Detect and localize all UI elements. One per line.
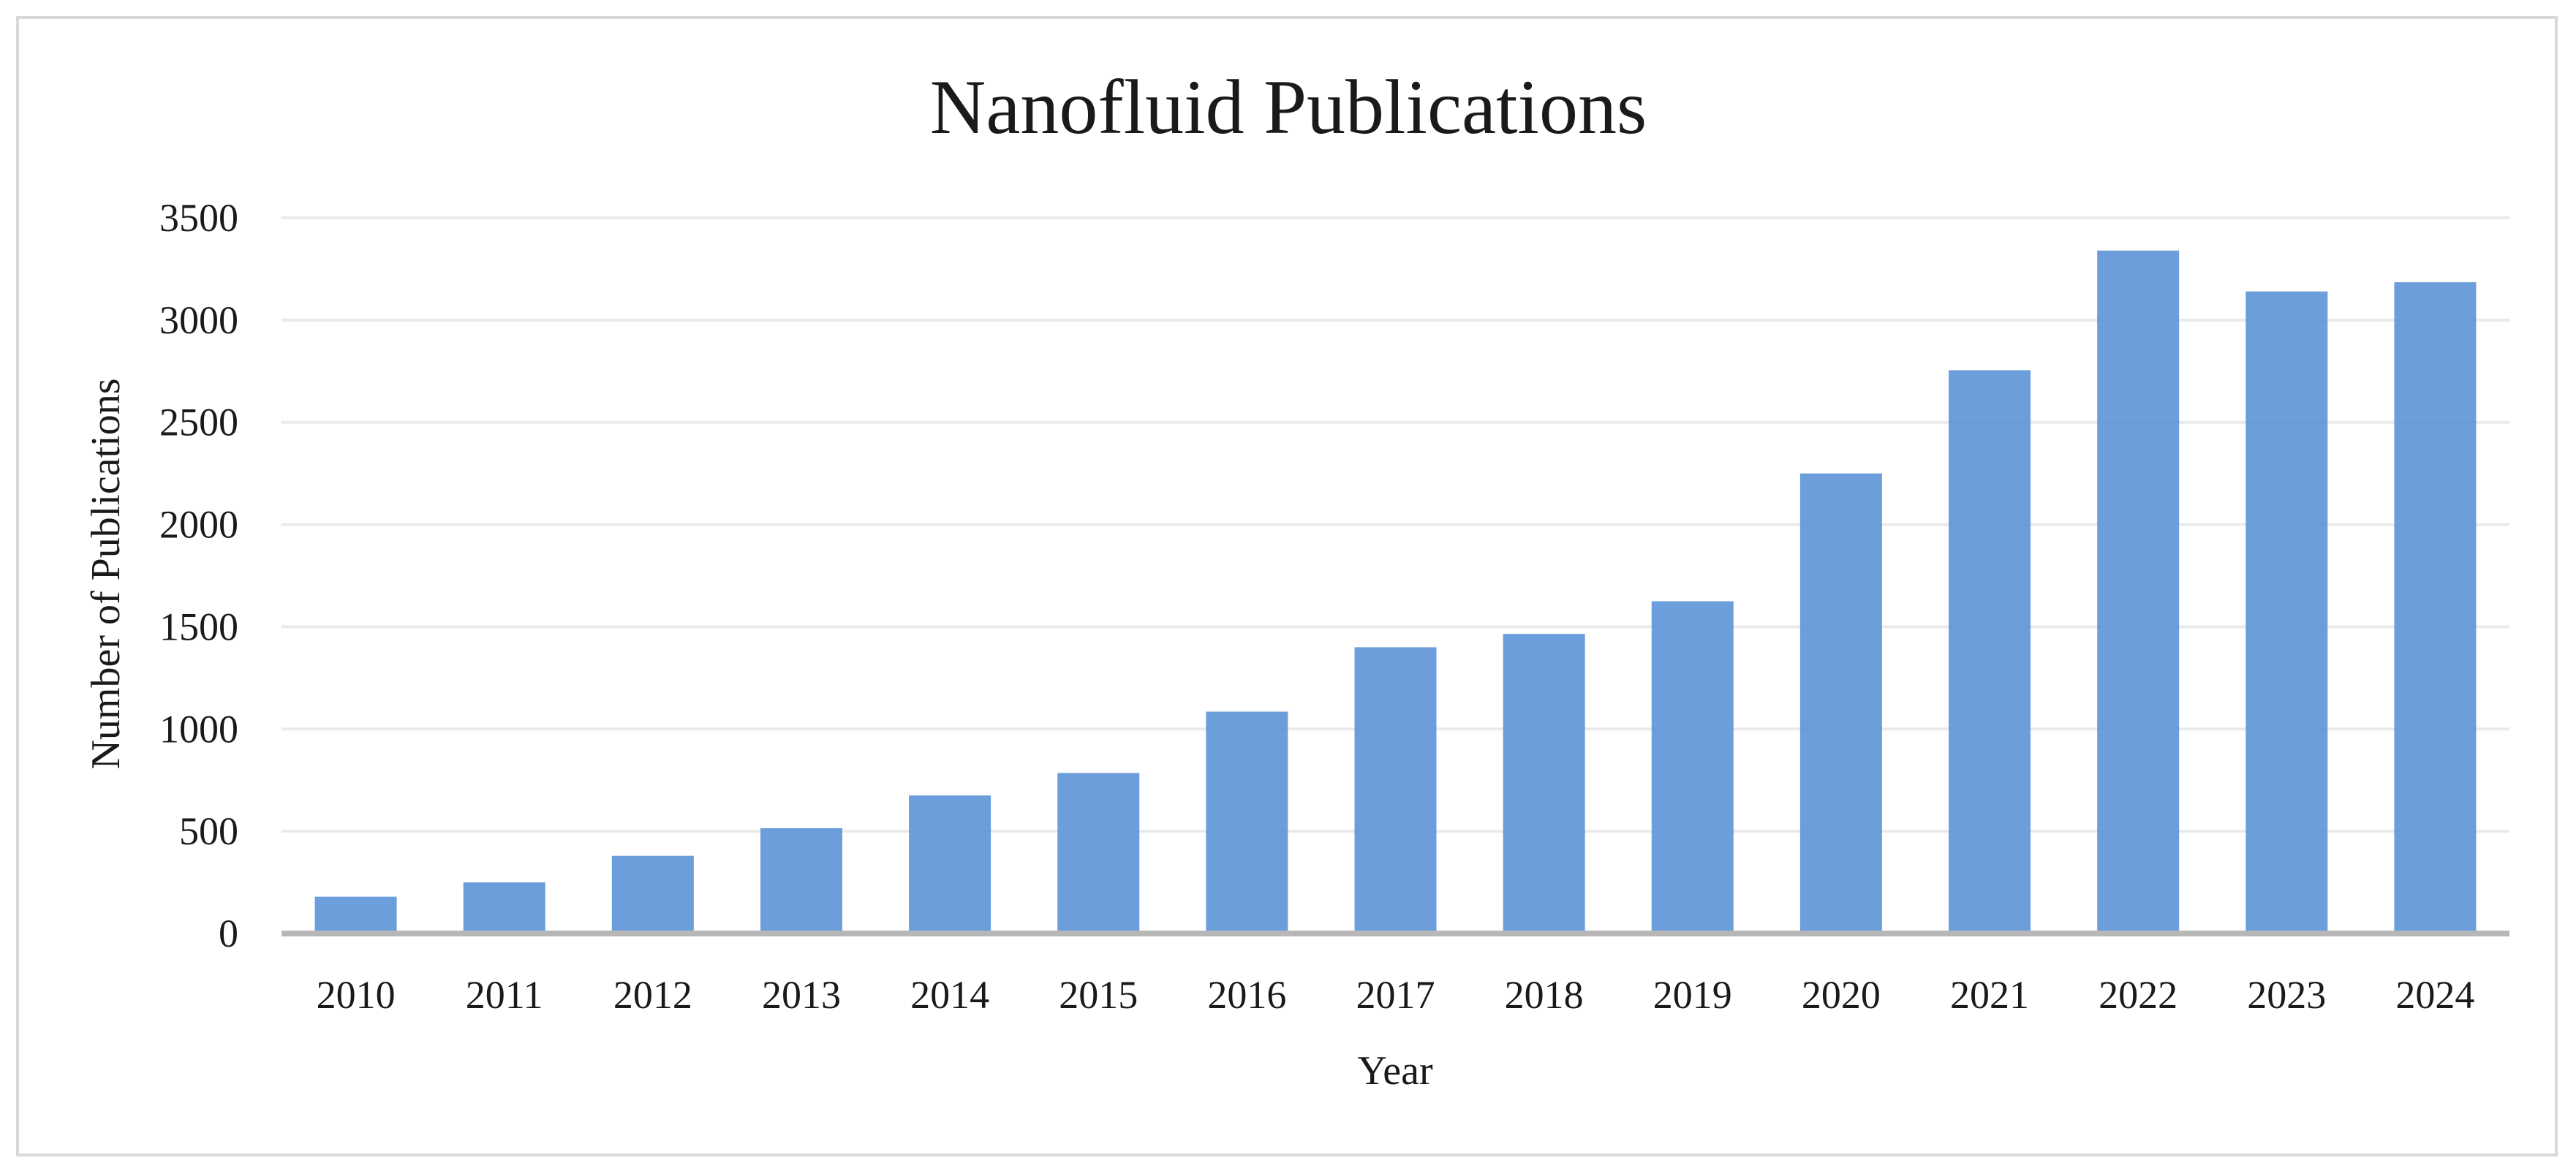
x-tick-label: 2012 xyxy=(613,973,692,1017)
x-tick-label: 2024 xyxy=(2395,973,2474,1017)
y-tick-label: 500 xyxy=(179,809,238,853)
x-tick-label: 2023 xyxy=(2247,973,2326,1017)
x-tick-label: 2011 xyxy=(466,973,543,1017)
x-tick-label: 2018 xyxy=(1505,973,1584,1017)
x-axis-ticks: 2010 2011 2012 2013 2014 2015 2016 2017 2018 2019… xyxy=(317,973,2475,1017)
x-tick-label: 2019 xyxy=(1653,973,1732,1017)
y-tick-label: 0 xyxy=(219,912,238,955)
x-tick-label: 2016 xyxy=(1207,973,1286,1017)
x-tick-label: 2013 xyxy=(762,973,841,1017)
bar-2018 xyxy=(1503,634,1585,933)
bar-2020 xyxy=(1799,473,1882,933)
y-tick-label: 2000 xyxy=(159,503,238,547)
bar-2017 xyxy=(1354,647,1437,933)
bars xyxy=(314,250,2477,933)
bar-2021 xyxy=(1949,370,2031,933)
y-tick-label: 1500 xyxy=(159,605,238,648)
bar-2024 xyxy=(2394,282,2477,933)
y-axis-title: Number of Publications xyxy=(83,378,129,769)
y-tick-label: 3500 xyxy=(159,196,238,240)
x-tick-label: 2020 xyxy=(1802,973,1881,1017)
y-tick-label: 2500 xyxy=(159,401,238,444)
bar-2014 xyxy=(909,795,992,933)
y-tick-label: 1000 xyxy=(159,707,238,751)
y-tick-label: 3000 xyxy=(159,298,238,342)
bar-2011 xyxy=(463,882,545,933)
bar-2015 xyxy=(1057,773,1140,933)
x-axis-title: Year xyxy=(1357,1048,1433,1094)
x-tick-label: 2017 xyxy=(1356,973,1435,1017)
y-axis-ticks: 0 500 1000 1500 2000 2500 3000 3500 xyxy=(159,196,238,955)
chart-title: Nanofluid Publications xyxy=(930,64,1647,150)
bar-2013 xyxy=(760,828,842,933)
bar-2012 xyxy=(611,855,694,933)
x-tick-label: 2022 xyxy=(2099,973,2177,1017)
bar-2023 xyxy=(2245,291,2328,933)
bar-2022 xyxy=(2097,250,2180,933)
x-tick-label: 2010 xyxy=(317,973,396,1017)
x-tick-label: 2014 xyxy=(910,973,989,1017)
bar-2010 xyxy=(314,896,397,933)
bar-2019 xyxy=(1651,601,1734,933)
x-tick-label: 2021 xyxy=(1950,973,2029,1017)
x-tick-label: 2015 xyxy=(1059,973,1138,1017)
bar-2016 xyxy=(1206,711,1288,933)
